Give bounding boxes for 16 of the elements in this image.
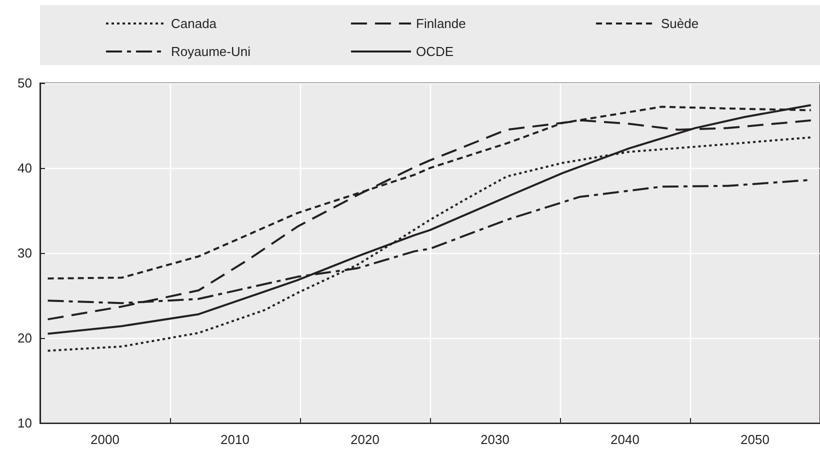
y-tick-label: 30 — [18, 246, 32, 260]
legend-label: Canada — [171, 16, 218, 31]
y-tick-label: 50 — [18, 76, 32, 90]
legend-label: Royaume-Uni — [171, 44, 251, 59]
y-tick-label: 40 — [18, 160, 32, 176]
x-tick-label: 2020 — [350, 432, 380, 447]
x-tick-label: 2000 — [90, 432, 120, 447]
x-tick-label: 2050 — [740, 432, 770, 447]
x-tick-label: 2010 — [220, 432, 250, 447]
y-tick-label: 10 — [18, 416, 32, 430]
y-tick-label: 20 — [18, 330, 32, 346]
legend-label: Finlande — [416, 16, 466, 31]
x-tick-label: 2040 — [610, 432, 640, 447]
legend-label: Suède — [661, 16, 699, 31]
x-tick-label: 2030 — [480, 432, 510, 447]
legend-label: OCDE — [416, 44, 454, 59]
